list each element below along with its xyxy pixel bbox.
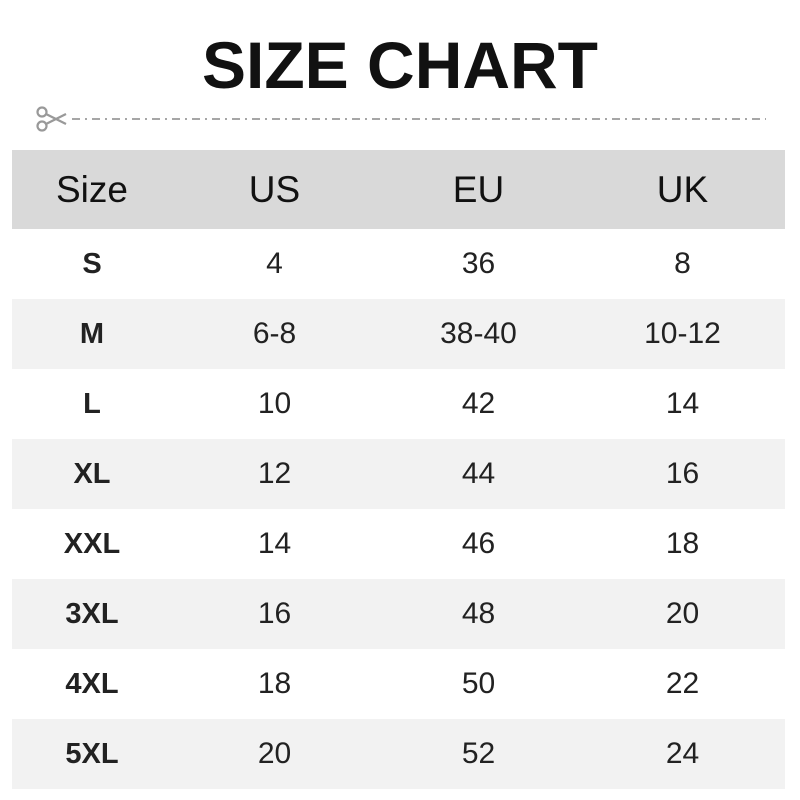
us-cell: 14 (257, 527, 292, 560)
table-row: 5XL 20 52 24 (12, 719, 785, 789)
uk-cell: 18 (665, 527, 700, 560)
header-eu: EU (452, 168, 505, 210)
eu-cell: 42 (461, 387, 496, 420)
header-us: US (248, 168, 301, 210)
uk-cell: 16 (665, 457, 700, 490)
uk-cell: 22 (665, 667, 700, 700)
us-cell: 12 (257, 457, 292, 490)
eu-cell: 36 (461, 247, 496, 280)
table-row: XL 12 44 16 (12, 439, 785, 509)
table-row: XXL 14 46 18 (12, 509, 785, 579)
us-cell: 18 (257, 667, 292, 700)
eu-cell: 38-40 (440, 317, 517, 350)
us-cell: 10 (257, 387, 292, 420)
table-row: M 6-8 38-40 10-12 (12, 299, 785, 369)
size-cell: 3XL (65, 597, 119, 630)
size-cell: S (82, 247, 102, 280)
size-cell: XL (73, 457, 111, 490)
us-cell: 4 (266, 247, 283, 280)
size-cell: 5XL (65, 737, 119, 770)
page-title: SIZE CHART (202, 28, 598, 102)
eu-cell: 52 (461, 737, 496, 770)
table-row: S 4 36 8 (12, 229, 785, 299)
size-cell: XXL (63, 527, 121, 560)
size-cell: L (83, 387, 101, 420)
size-cell: 4XL (65, 667, 119, 700)
uk-cell: 10-12 (644, 317, 721, 350)
us-cell: 6-8 (252, 317, 297, 350)
uk-cell: 8 (674, 247, 691, 280)
us-cell: 16 (257, 597, 292, 630)
size-cell: M (79, 317, 105, 350)
size-table: Size US EU UK S 4 36 8 M 6-8 38-40 10-12 L 10 42 14… (12, 150, 785, 789)
us-cell: 20 (257, 737, 292, 770)
eu-cell: 44 (461, 457, 496, 490)
table-row: 4XL 18 50 22 (12, 649, 785, 719)
table-row: 3XL 16 48 20 (12, 579, 785, 649)
uk-cell: 14 (665, 387, 700, 420)
header-uk: UK (656, 168, 709, 210)
table-row: L 10 42 14 (12, 369, 785, 439)
eu-cell: 48 (461, 597, 496, 630)
eu-cell: 46 (461, 527, 496, 560)
table-header-row: Size US EU UK (12, 150, 785, 229)
header-size: Size (56, 168, 128, 210)
cut-line (36, 106, 766, 132)
uk-cell: 20 (665, 597, 700, 630)
scissors-icon (36, 106, 67, 132)
uk-cell: 24 (665, 737, 700, 770)
eu-cell: 50 (461, 667, 496, 700)
